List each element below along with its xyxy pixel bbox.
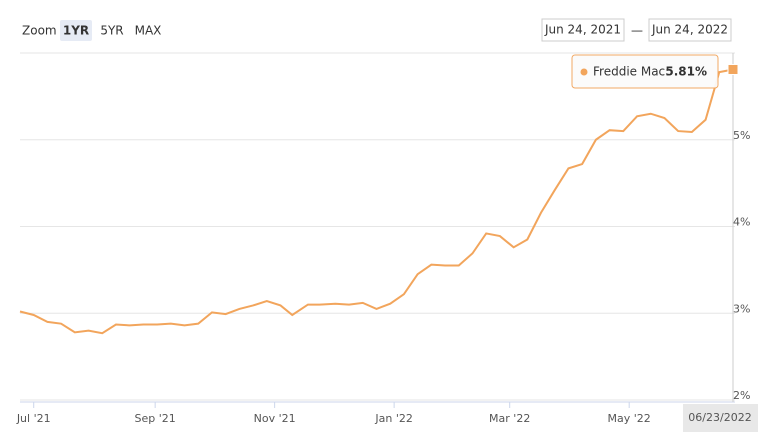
- x-tick-label: Mar '22: [489, 412, 530, 425]
- zoom-label: Zoom: [22, 24, 57, 38]
- crosshair-label: 06/23/2022: [688, 411, 751, 424]
- series-line: [19, 68, 734, 335]
- from-input[interactable]: Jun 24, 2021: [544, 23, 621, 37]
- x-tick-label: Nov '21: [254, 412, 296, 425]
- from-input-box[interactable]: [541, 18, 625, 42]
- x-tick-label: Jul '21: [16, 412, 51, 425]
- y-tick-label: 2%: [733, 389, 750, 402]
- range-separator: —: [631, 24, 643, 38]
- point-marker: [727, 63, 739, 75]
- y-tick-label: 3%: [733, 302, 750, 315]
- range-button[interactable]: [132, 20, 164, 41]
- to-input-box[interactable]: [648, 18, 732, 42]
- range-button[interactable]: [60, 20, 92, 41]
- to-input[interactable]: Jun 24, 2022: [651, 23, 728, 37]
- range-button-label[interactable]: 1YR: [63, 24, 89, 38]
- tooltip-label: Freddie Mac:: [593, 65, 669, 79]
- y-tick-label: 4%: [733, 216, 750, 229]
- x-tick-label: Sep '21: [135, 412, 176, 425]
- range-button-label[interactable]: 5YR: [100, 24, 123, 38]
- x-tick-label: Jan '22: [374, 412, 412, 425]
- tooltip-value: 5.81%: [665, 65, 707, 79]
- tooltip-box: [571, 54, 719, 89]
- crosshair-label-box: [683, 404, 758, 432]
- range-button-label[interactable]: MAX: [135, 24, 162, 38]
- y-tick-label: 5%: [733, 129, 750, 142]
- tooltip-dot: [580, 68, 588, 76]
- range-button[interactable]: [96, 20, 128, 41]
- x-tick-label: May '22: [608, 412, 651, 425]
